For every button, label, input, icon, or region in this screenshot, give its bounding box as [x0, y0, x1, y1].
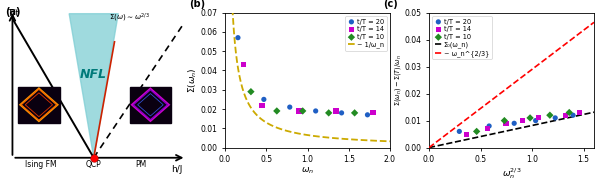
- t/T = 14: [533, 116, 543, 119]
- t/T = 10: [565, 111, 574, 114]
- t/T = 20: [531, 119, 541, 122]
- ~ ω_n^{2/3}: [425, 147, 433, 149]
- Σ₀(ω_n): [590, 111, 598, 113]
- ~ ω_n^{2/3}: [582, 28, 589, 30]
- t/T = 10: [545, 114, 554, 117]
- t/T = 20: [285, 106, 295, 109]
- ~ 1/ω_n: [322, 136, 329, 138]
- Σ₀(ω_n): [432, 145, 439, 147]
- t/T = 14: [257, 104, 267, 107]
- t/T = 10: [525, 116, 535, 119]
- t/T = 20: [337, 111, 346, 114]
- ~ ω_n^{2/3}: [590, 21, 598, 23]
- Text: (b): (b): [188, 0, 205, 9]
- Σ₀(ω_n): [469, 137, 476, 139]
- t/T = 20: [362, 113, 372, 116]
- Text: PM: PM: [136, 160, 146, 169]
- t/T = 20: [550, 116, 560, 119]
- t/T = 14: [461, 133, 471, 136]
- X-axis label: $\omega_n^{2/3}$: $\omega_n^{2/3}$: [502, 166, 521, 180]
- Text: T/t: T/t: [7, 9, 19, 18]
- t/T = 20: [455, 130, 464, 133]
- t/T = 20: [233, 36, 243, 39]
- Text: $\Sigma(\omega)\sim\omega^{2/3}$: $\Sigma(\omega)\sim\omega^{2/3}$: [109, 12, 150, 24]
- t/T = 14: [560, 114, 570, 117]
- Line: ~ 1/ω_n: ~ 1/ω_n: [231, 0, 390, 141]
- t/T = 10: [350, 111, 359, 114]
- t/T = 20: [509, 122, 519, 125]
- t/T = 14: [294, 109, 304, 112]
- t/T = 14: [575, 111, 584, 114]
- t/T = 10: [272, 109, 281, 112]
- ~ 1/ω_n: [371, 140, 379, 142]
- ~ ω_n^{2/3}: [436, 139, 443, 141]
- Polygon shape: [69, 14, 118, 158]
- t/T = 14: [331, 109, 341, 112]
- t/T = 14: [368, 111, 378, 114]
- ~ 1/ω_n: [325, 136, 332, 139]
- Y-axis label: $\Sigma(\omega_n)$: $\Sigma(\omega_n)$: [187, 67, 199, 93]
- ~ ω_n^{2/3}: [577, 32, 584, 34]
- ~ ω_n^{2/3}: [432, 141, 439, 144]
- Σ₀(ω_n): [456, 140, 463, 142]
- t/T = 10: [324, 111, 334, 114]
- Bar: [130, 87, 171, 123]
- ~ 1/ω_n: [361, 139, 368, 141]
- Y-axis label: $\Sigma(\omega_n)-\Sigma(T)/\omega_n$: $\Sigma(\omega_n)-\Sigma(T)/\omega_n$: [393, 54, 403, 106]
- Text: NFL: NFL: [80, 68, 107, 82]
- Bar: [18, 87, 60, 123]
- Text: h/J: h/J: [171, 165, 182, 174]
- t/T = 14: [482, 127, 492, 130]
- ~ 1/ω_n: [322, 136, 329, 138]
- Text: QCP: QCP: [86, 160, 101, 169]
- t/T = 14: [518, 119, 527, 122]
- ~ ω_n^{2/3}: [456, 123, 463, 125]
- Σ₀(ω_n): [582, 113, 589, 115]
- t/T = 20: [568, 114, 578, 117]
- Legend: t/T = 20, t/T = 14, t/T = 10, Σ₀(ω_n), ~ ω_n^{2/3}: t/T = 20, t/T = 14, t/T = 10, Σ₀(ω_n), ~…: [433, 16, 492, 59]
- ~ 1/ω_n: [386, 140, 394, 142]
- Line: Σ₀(ω_n): Σ₀(ω_n): [429, 112, 594, 148]
- Σ₀(ω_n): [425, 147, 433, 149]
- t/T = 10: [500, 119, 509, 122]
- t/T = 10: [246, 90, 256, 93]
- t/T = 20: [311, 109, 320, 112]
- X-axis label: $\omega_n$: $\omega_n$: [301, 166, 314, 176]
- Σ₀(ω_n): [436, 144, 443, 147]
- Line: ~ ω_n^{2/3}: ~ ω_n^{2/3}: [429, 22, 594, 148]
- t/T = 10: [298, 109, 308, 112]
- Text: (c): (c): [383, 0, 398, 9]
- ~ ω_n^{2/3}: [469, 113, 476, 115]
- t/T = 10: [472, 130, 481, 133]
- t/T = 20: [484, 125, 494, 127]
- Legend: t/T = 20, t/T = 14, t/T = 10, ~ 1/ω_n: t/T = 20, t/T = 14, t/T = 10, ~ 1/ω_n: [346, 16, 386, 51]
- Σ₀(ω_n): [577, 114, 584, 116]
- t/T = 20: [259, 98, 269, 101]
- t/T = 14: [239, 63, 248, 66]
- Text: Ising FM: Ising FM: [25, 160, 56, 169]
- t/T = 14: [501, 122, 511, 125]
- Text: (a): (a): [5, 7, 20, 17]
